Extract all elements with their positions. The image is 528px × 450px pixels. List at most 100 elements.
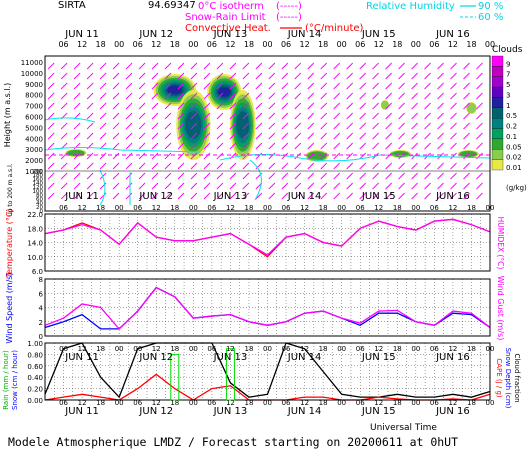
wind-arrow: [216, 82, 224, 90]
wind-arrow: [320, 162, 328, 170]
colorbar-swatch: [491, 107, 504, 119]
wind-arrow: [216, 112, 224, 120]
wind-arrow: [151, 72, 159, 80]
wind-arrow: [333, 132, 341, 140]
wind-arrow: [216, 122, 224, 130]
y-tick-label-low: 180: [33, 173, 44, 179]
wind-arrow: [307, 182, 315, 190]
hour-tick-label-bottom: 18: [96, 399, 105, 407]
wind-arrow: [294, 72, 302, 80]
colorbar-unit: (g/kg): [506, 184, 527, 192]
hour-tick-label-top: 18: [244, 40, 254, 49]
hour-tick-label-top: 06: [133, 40, 143, 49]
wind-arrow: [60, 102, 68, 110]
wind-arrow: [398, 142, 405, 150]
wind-arrow: [372, 62, 379, 70]
wind-arrow: [398, 72, 405, 80]
wind-arrow: [411, 72, 418, 80]
legend-isotherm-symbol: (-----): [276, 1, 302, 12]
wind-arrow: [203, 132, 211, 140]
wind-arrow: [411, 132, 418, 140]
wind-arrow: [203, 112, 211, 120]
wind-arrow: [372, 112, 379, 120]
hour-tick-label-precip: 06: [282, 345, 291, 353]
wind-arrow: [216, 92, 224, 100]
wind-arrow: [190, 102, 198, 110]
wind-arrow: [268, 82, 276, 90]
wind-arrow: [125, 82, 133, 90]
wind-arrow: [411, 172, 418, 180]
wind-arrow: [372, 162, 379, 170]
wind-arrow: [112, 182, 120, 190]
wind-arrow: [346, 72, 354, 80]
wind-arrow: [203, 182, 211, 190]
wind-arrow: [333, 162, 341, 170]
wind-arrow: [229, 122, 237, 130]
cloud-cell: [167, 85, 183, 95]
wind-arrow: [73, 122, 81, 130]
wind-y-tick-label: 4: [39, 305, 44, 313]
hour-tick-label-mid: 00: [486, 204, 495, 212]
wind-arrow: [99, 122, 107, 130]
hour-tick-label-mid: 12: [226, 204, 235, 212]
wind-arrow: [73, 102, 81, 110]
wind-arrow: [60, 192, 68, 200]
wind-arrow: [138, 112, 146, 120]
wind-arrow: [424, 142, 431, 150]
wind-arrow: [307, 132, 315, 140]
wind-arrow: [112, 142, 120, 150]
hour-tick-label-mid: 06: [282, 204, 291, 212]
wind-arrow: [333, 152, 341, 160]
wind-arrow: [411, 142, 418, 150]
wind-arrow: [164, 132, 172, 140]
cloud-panel-frame: [44, 55, 491, 212]
wind-arrow: [385, 142, 392, 150]
wind-arrow: [411, 182, 418, 190]
hour-tick-label-bottom: 06: [59, 399, 68, 407]
wind-arrow: [164, 112, 172, 120]
wind-arrow: [177, 142, 185, 150]
wind-arrow: [294, 162, 302, 170]
rh-contour: [99, 159, 262, 206]
wind-arrow: [476, 142, 483, 150]
wind-arrow: [164, 142, 172, 150]
wind-arrow: [268, 122, 276, 130]
wind-arrow: [268, 162, 276, 170]
wind-arrow: [437, 72, 444, 80]
wind-arrow: [320, 102, 328, 110]
wind-arrow: [437, 162, 444, 170]
hour-tick-label-mid: 06: [59, 204, 68, 212]
wind-arrow: [294, 182, 302, 190]
wind-arrow: [203, 152, 211, 160]
y-tick-label-low: 120: [33, 185, 44, 191]
wind-arrow: [281, 122, 289, 130]
wind-arrow: [47, 142, 55, 150]
wind-arrow: [203, 142, 211, 150]
wind-arrow: [268, 152, 276, 160]
wind-arrow: [268, 192, 276, 200]
precip-y-tick-label: 0.40: [27, 374, 43, 382]
forecast-title: Modele Atmospherique LMDZ / Forecast sta…: [8, 435, 458, 449]
wind-arrow: [268, 112, 276, 120]
wind-arrow: [47, 72, 55, 80]
wind-arrow: [138, 192, 146, 200]
day-label-top: JUN 12: [138, 29, 173, 40]
wind-arrow: [242, 152, 250, 160]
snowdepth-y-axis-label: Snow Depth (cm): [504, 348, 512, 409]
wind-arrow: [177, 162, 185, 170]
wind-arrow: [372, 182, 379, 190]
legend-rh90: 90 %: [478, 1, 503, 12]
wind-arrow: [359, 102, 366, 110]
wind-arrow: [463, 72, 470, 80]
wind-arrow: [151, 62, 159, 70]
hour-tick-label-mid: 18: [96, 204, 105, 212]
wind-arrow: [190, 112, 198, 120]
wind-arrow: [255, 102, 263, 110]
wind-arrow: [424, 132, 431, 140]
hour-tick-label-top: 00: [114, 40, 124, 49]
wind-arrow: [177, 92, 185, 100]
y-tick-label-height: 3000: [25, 146, 43, 154]
wind-arrow: [112, 122, 120, 130]
hour-tick-label-bottom: 18: [170, 399, 179, 407]
wind-arrow: [372, 122, 379, 130]
